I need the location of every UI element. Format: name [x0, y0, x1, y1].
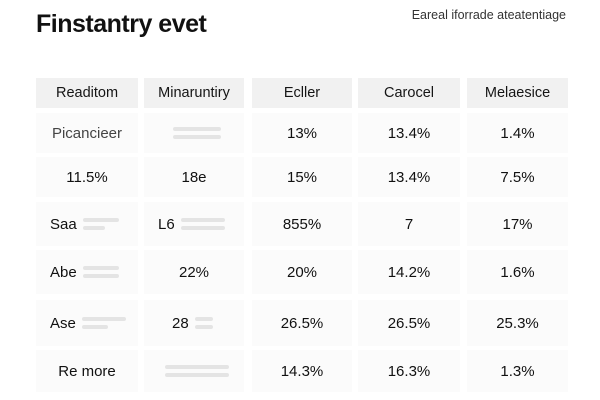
- table-cell: 13%: [252, 113, 352, 153]
- table-cell: 16.3%: [358, 350, 460, 392]
- table-cell: 14.3%: [252, 350, 352, 392]
- column-header[interactable]: Minaruntiry: [144, 78, 244, 108]
- page-title: Finstantry evet: [36, 10, 207, 38]
- table-cell: 13.4%: [358, 157, 460, 197]
- table-cell: 26.5%: [252, 300, 352, 346]
- cell-label: 28: [172, 314, 189, 332]
- column-header[interactable]: Readitom: [36, 78, 138, 108]
- cell-label: L6: [158, 215, 175, 233]
- table-cell: 18e: [144, 157, 244, 197]
- table-cell: 13.4%: [358, 113, 460, 153]
- table-cell: 25.3%: [467, 300, 568, 346]
- table-cell: 855%: [252, 202, 352, 246]
- table-cell: 26.5%: [358, 300, 460, 346]
- table-cell: Picancieer: [36, 113, 138, 153]
- placeholder-bars: [82, 218, 119, 230]
- placeholder-bars: [165, 365, 229, 377]
- table-cell: [144, 113, 244, 153]
- table-cell: Saa: [36, 202, 138, 246]
- table-cell: 11.5%: [36, 157, 138, 197]
- table-cell: 1.4%: [467, 113, 568, 153]
- table-cell: 22%: [144, 250, 244, 294]
- column-header[interactable]: Ecller: [252, 78, 352, 108]
- table-cell: 1.6%: [467, 250, 568, 294]
- table-cell: Ase: [36, 300, 138, 346]
- table-cell: 1.3%: [467, 350, 568, 392]
- table-cell: 15%: [252, 157, 352, 197]
- table-cell: 7: [358, 202, 460, 246]
- placeholder-bars: [180, 218, 225, 230]
- table-row: Saa L6 855% 7 17%: [36, 202, 568, 246]
- placeholder-bars: [82, 266, 119, 278]
- table-cell: 20%: [252, 250, 352, 294]
- table-cell: Re more: [36, 350, 138, 392]
- column-header[interactable]: Melaesice: [467, 78, 568, 108]
- table-cell: [144, 350, 244, 392]
- table-row: Re more 14.3% 16.3% 1.3%: [36, 350, 568, 392]
- table-cell: 7.5%: [467, 157, 568, 197]
- data-table: Readitom Minaruntiry Ecller Carocel Mela…: [36, 78, 568, 392]
- page-subtitle: Eareal iforrade ateatentiage: [411, 8, 566, 22]
- table-cell: 17%: [467, 202, 568, 246]
- table-row: Abe 22% 20% 14.2% 1.6%: [36, 250, 568, 294]
- table-row: Picancieer 13% 13.4% 1.4%: [36, 113, 568, 153]
- table-row: Ase 28 26.5% 26.5% 25.3%: [36, 300, 568, 346]
- column-header[interactable]: Carocel: [358, 78, 460, 108]
- table-row: 11.5% 18e 15% 13.4% 7.5%: [36, 157, 568, 197]
- table-cell: Abe: [36, 250, 138, 294]
- table-cell: 28: [144, 300, 244, 346]
- placeholder-bars: [173, 127, 221, 139]
- placeholder-bars: [81, 317, 126, 329]
- cell-label: Ase: [50, 314, 76, 332]
- placeholder-bars: [194, 317, 213, 329]
- table-header: Readitom Minaruntiry Ecller Carocel Mela…: [36, 78, 568, 108]
- table-cell: L6: [144, 202, 244, 246]
- cell-label: Abe: [50, 263, 77, 281]
- table-cell: 14.2%: [358, 250, 460, 294]
- cell-label: Saa: [50, 215, 77, 233]
